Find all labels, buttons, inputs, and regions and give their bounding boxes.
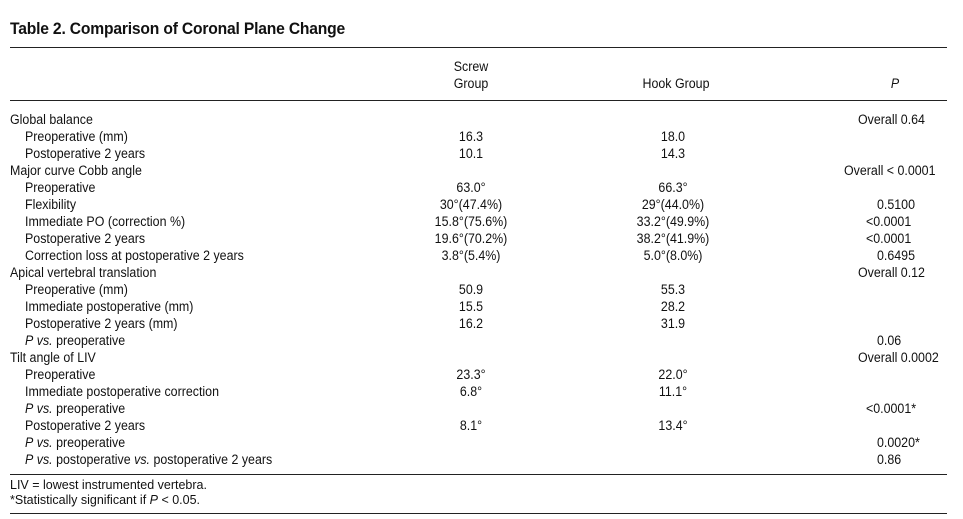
- table-row: P vs. preoperative <0.0001*: [0, 400, 963, 417]
- cell-p-value: 0.5100: [877, 197, 915, 212]
- row-label: Postoperative 2 years: [25, 418, 146, 433]
- cell-screw: 3.8°(5.4%): [441, 248, 501, 263]
- cell-hook: 18.0: [660, 129, 686, 144]
- table-row: Apical vertebral translation Overall 0.12: [0, 264, 963, 281]
- cell-p-value: <0.0001: [866, 231, 912, 246]
- cell-p-value: 0.06: [877, 333, 902, 348]
- row-label: Tilt angle of LIV: [10, 350, 96, 365]
- header-screw-line1: Screw: [453, 59, 489, 74]
- table-row: Immediate postoperative (mm) 15.5 28.2: [0, 298, 963, 315]
- table-row: Preoperative 63.0° 66.3°: [0, 179, 963, 196]
- table-row: Postoperative 2 years 10.1 14.3: [0, 145, 963, 162]
- table-row: Correction loss at postoperative 2 years…: [0, 247, 963, 264]
- row-label: Postoperative 2 years: [25, 146, 146, 161]
- footnote-liv: LIV = lowest instrumented vertebra.: [10, 478, 207, 492]
- header-p: P: [890, 76, 900, 91]
- row-label: Global balance: [10, 112, 93, 127]
- cell-p-value: Overall 0.12: [858, 265, 925, 280]
- cell-p-value: Overall 0.0002: [858, 350, 939, 365]
- table-row: Postoperative 2 years (mm) 16.2 31.9: [0, 315, 963, 332]
- row-label: P vs. postoperative vs. postoperative 2 …: [25, 452, 273, 467]
- cell-hook: 33.2°(49.9%): [636, 214, 710, 229]
- cell-screw: 50.9: [458, 282, 484, 297]
- row-label: Major curve Cobb angle: [10, 163, 142, 178]
- cell-hook: 38.2°(41.9%): [636, 231, 710, 246]
- table-row: P vs. postoperative vs. postoperative 2 …: [0, 451, 963, 468]
- cell-screw: 23.3°: [456, 367, 486, 382]
- cell-screw: 19.6°(70.2%): [434, 231, 508, 246]
- row-label: Preoperative (mm): [25, 282, 128, 297]
- header-screw-group: Screw Group: [416, 58, 526, 92]
- row-label: Apical vertebral translation: [10, 265, 157, 280]
- cell-screw: 16.2: [458, 316, 484, 331]
- cell-screw: 15.8°(75.6%): [434, 214, 508, 229]
- table-row: Tilt angle of LIV Overall 0.0002: [0, 349, 963, 366]
- row-label: Flexibility: [25, 197, 77, 212]
- footer-rule: [10, 513, 947, 514]
- cell-p-value: <0.0001*: [866, 401, 917, 416]
- table-row: Preoperative (mm) 16.3 18.0: [0, 128, 963, 145]
- cell-p-value: Overall < 0.0001: [844, 163, 936, 178]
- row-label: P vs. preoperative: [25, 401, 126, 416]
- header-rule: [10, 100, 947, 101]
- header-screw-line2: Group: [453, 76, 489, 91]
- cell-screw: 6.8°: [459, 384, 483, 399]
- row-label: Preoperative: [25, 367, 96, 382]
- cell-hook: 29°(44.0%): [641, 197, 705, 212]
- table-row: P vs. preoperative 0.0020*: [0, 434, 963, 451]
- row-label: Immediate postoperative correction: [25, 384, 219, 399]
- cell-p-value: 0.6495: [877, 248, 915, 263]
- row-label: Immediate PO (correction %): [25, 214, 186, 229]
- table-row: Postoperative 2 years 19.6°(70.2%) 38.2°(4…: [0, 230, 963, 247]
- top-rule: [10, 47, 947, 48]
- bottom-rule: [10, 474, 947, 475]
- cell-p-value: <0.0001: [866, 214, 912, 229]
- row-label: Preoperative (mm): [25, 129, 128, 144]
- row-label: Preoperative: [25, 180, 96, 195]
- table-row: Immediate PO (correction %) 15.8°(75.6%) 3…: [0, 213, 963, 230]
- cell-p-value: Overall 0.64: [858, 112, 925, 127]
- cell-hook: 5.0°(8.0%): [643, 248, 703, 263]
- cell-hook: 66.3°: [658, 180, 688, 195]
- table-title: Table 2. Comparison of Coronal Plane Cha…: [10, 19, 346, 38]
- row-label: P vs. preoperative: [25, 333, 126, 348]
- cell-hook: 31.9: [660, 316, 686, 331]
- table-row: Preoperative 23.3° 22.0°: [0, 366, 963, 383]
- cell-screw: 63.0°: [456, 180, 486, 195]
- table-row: Major curve Cobb angle Overall < 0.0001: [0, 162, 963, 179]
- cell-screw: 10.1: [458, 146, 484, 161]
- cell-hook: 13.4°: [658, 418, 688, 433]
- cell-screw: 8.1°: [459, 418, 483, 433]
- cell-p-value: 0.0020*: [877, 435, 920, 450]
- cell-hook: 14.3: [660, 146, 686, 161]
- cell-screw: 30°(47.4%): [439, 197, 503, 212]
- table-row: Flexibility 30°(47.4%) 29°(44.0%) 0.5100: [0, 196, 963, 213]
- row-label: Postoperative 2 years: [25, 231, 146, 246]
- footnote-significance: *Statistically significant if P < 0.05.: [10, 493, 201, 507]
- table-row: Global balance Overall 0.64: [0, 111, 963, 128]
- table-row: P vs. preoperative 0.06: [0, 332, 963, 349]
- cell-hook: 11.1°: [658, 384, 688, 399]
- table-row: Postoperative 2 years 8.1° 13.4°: [0, 417, 963, 434]
- cell-screw: 15.5: [458, 299, 484, 314]
- row-label: Correction loss at postoperative 2 years: [25, 248, 244, 263]
- cell-screw: 16.3: [458, 129, 484, 144]
- cell-hook: 22.0°: [658, 367, 688, 382]
- table-row: Immediate postoperative correction 6.8° 11…: [0, 383, 963, 400]
- cell-p-value: 0.86: [877, 452, 902, 467]
- cell-hook: 55.3: [660, 282, 686, 297]
- header-hook-group: Hook Group: [642, 76, 710, 91]
- row-label: Immediate postoperative (mm): [25, 299, 194, 314]
- row-label: Postoperative 2 years (mm): [25, 316, 178, 331]
- row-label: P vs. preoperative: [25, 435, 126, 450]
- table-row: Preoperative (mm) 50.9 55.3: [0, 281, 963, 298]
- cell-hook: 28.2: [660, 299, 686, 314]
